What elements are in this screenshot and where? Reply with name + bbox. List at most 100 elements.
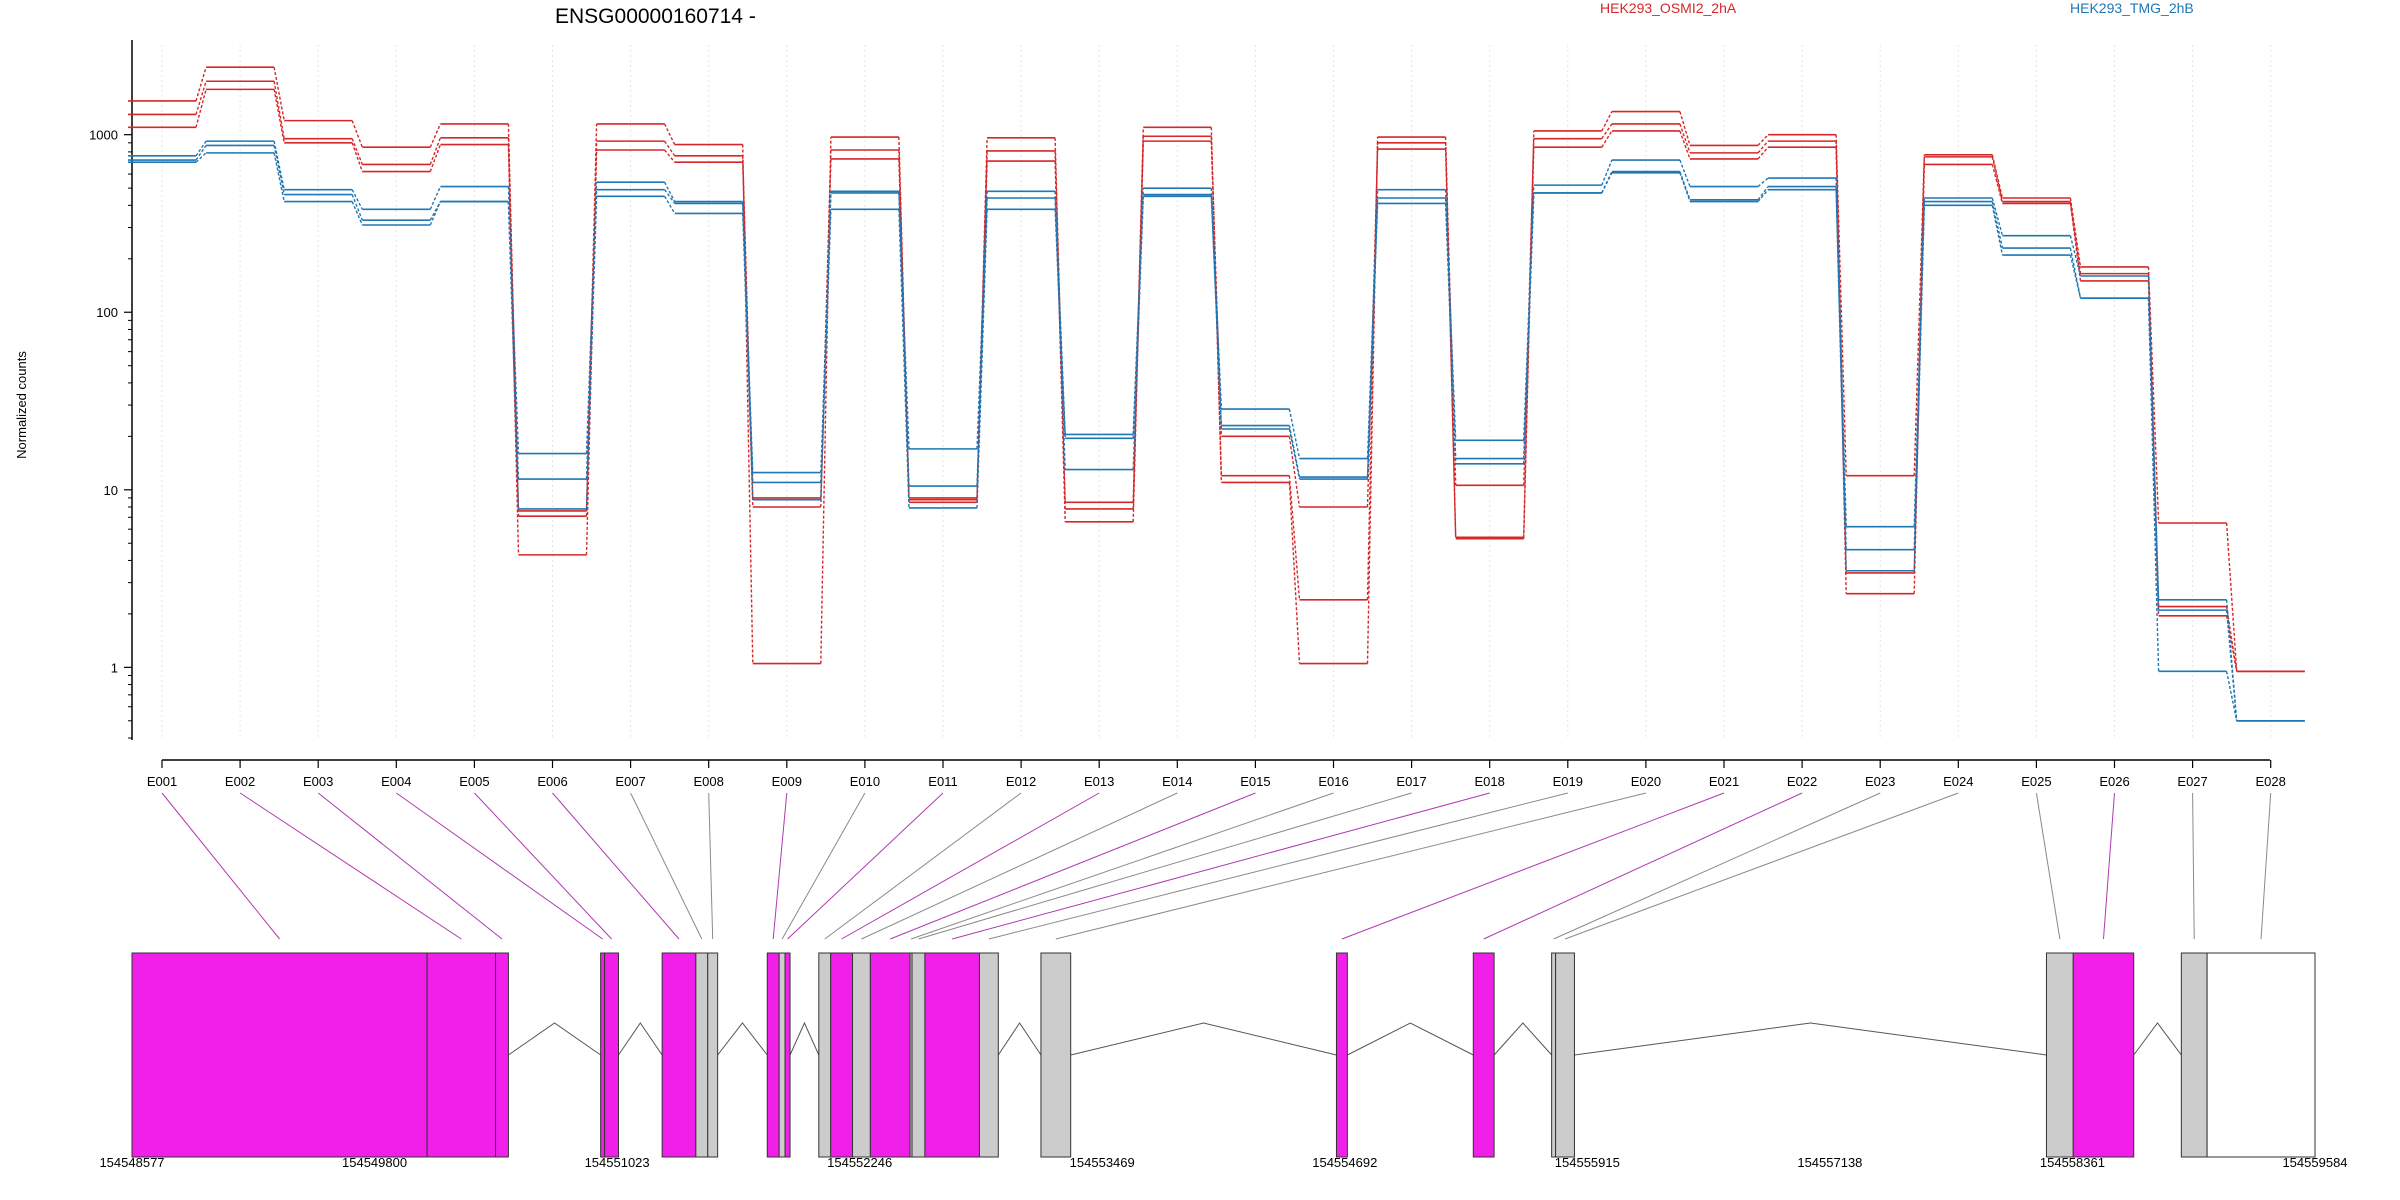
exon-label: E001 [147, 774, 177, 789]
series-line [128, 88, 2305, 673]
y-tick-label: 10 [104, 483, 118, 498]
exon-box [495, 952, 509, 1158]
data-connector [507, 144, 520, 555]
coord-tick-label: 154558361 [2040, 1155, 2105, 1170]
data-connector [1054, 209, 1066, 439]
data-connector [1366, 142, 1379, 600]
data-connector [195, 66, 207, 102]
exon-connector [781, 792, 866, 940]
series-line [128, 144, 2305, 722]
data-connector [429, 137, 442, 165]
data-connector [429, 186, 442, 210]
exon-label: E016 [1318, 774, 1348, 789]
data-connector [1523, 192, 1535, 464]
data-connector [1757, 189, 1769, 203]
exon-label: E007 [615, 774, 645, 789]
data-connector [2147, 275, 2160, 600]
y-tick-label: 100 [96, 305, 118, 320]
data-connector [273, 67, 285, 121]
gene-model [131, 952, 2316, 1158]
exon-box [1555, 952, 1575, 1158]
data-connector [1366, 203, 1379, 480]
exon-label: E020 [1631, 774, 1661, 789]
data-connector [2069, 203, 2082, 282]
intron-line [2133, 1022, 2182, 1056]
data-connector [664, 149, 676, 163]
exon-label: E017 [1396, 774, 1426, 789]
data-connector [663, 181, 676, 202]
data-connector [273, 81, 285, 139]
exon-connector [787, 792, 944, 940]
exon-connector [988, 792, 1568, 940]
data-connector [1210, 196, 1223, 430]
exon-label: E004 [381, 774, 411, 789]
data-connector [820, 158, 832, 508]
exon-label: E023 [1865, 774, 1895, 789]
data-connector [1835, 147, 1847, 594]
exon-connector [552, 792, 680, 940]
intron-line [1347, 1022, 1474, 1056]
exon-connector [841, 792, 1100, 940]
coord-tick-label: 154554692 [1312, 1155, 1377, 1170]
intron-line [717, 1022, 768, 1056]
data-connector [1679, 172, 1691, 202]
data-connector [1679, 111, 1691, 146]
exon-connectors [161, 792, 2272, 940]
exon-label: E005 [459, 774, 489, 789]
data-connector [2225, 671, 2238, 721]
exon-label: E018 [1475, 774, 1505, 789]
data-connector [1288, 482, 1301, 664]
data-connector [1991, 201, 2004, 249]
exon-label: E002 [225, 774, 255, 789]
exon-connector [1341, 792, 1725, 940]
data-connector [1601, 159, 1613, 186]
data-connector [2225, 610, 2238, 721]
data-connector [976, 191, 988, 449]
data-connector [273, 89, 285, 143]
data-connector [1913, 205, 1925, 571]
exon-box [924, 952, 980, 1158]
data-connector [1757, 140, 1769, 154]
exon-connector [708, 792, 714, 940]
data-connector [273, 145, 285, 195]
data-connector [1054, 191, 1066, 435]
data-connector [1444, 137, 1457, 538]
series-lines [128, 66, 2305, 722]
exon-box [978, 952, 999, 1158]
data-connector [2147, 298, 2160, 672]
series-line [128, 152, 2305, 722]
data-connector [742, 201, 754, 473]
data-connector [195, 140, 207, 157]
x-axis-exon-labels: E001 E002 E003 E004 E005 E006 E007 E008 E009 E010… [147, 759, 2286, 789]
data-connector [1835, 134, 1847, 476]
coord-tick-label: 154551023 [585, 1155, 650, 1170]
data-connector [664, 189, 676, 204]
data-connector [1132, 196, 1144, 439]
exon-label: E028 [2256, 774, 2286, 789]
data-connector [1288, 475, 1301, 600]
exon-box [784, 952, 791, 1158]
y-axis: 1 10 100 1000 [89, 40, 133, 740]
exon-label: E015 [1240, 774, 1270, 789]
data-connector [1991, 205, 2004, 256]
exon-box [604, 952, 619, 1158]
data-connector [1991, 156, 2004, 202]
data-connector [273, 152, 285, 202]
exon-label: E025 [2021, 774, 2051, 789]
data-connector [195, 145, 207, 161]
data-connector [1523, 130, 1535, 538]
genomic-coordinate-axis: 154548577 154549800 154551023 154552246 1545… [99, 1155, 2347, 1170]
data-connector [1757, 186, 1769, 201]
exon-label: E013 [1084, 774, 1114, 789]
data-connector [1601, 111, 1613, 132]
data-connector [1679, 159, 1691, 187]
exon-box [707, 952, 719, 1158]
exon-connector [474, 792, 612, 940]
data-connector [2069, 235, 2082, 277]
exon-connector [161, 792, 280, 940]
exon-connector [630, 792, 703, 940]
exon-label: E010 [850, 774, 880, 789]
data-connector [429, 144, 442, 172]
data-connector [351, 142, 363, 172]
